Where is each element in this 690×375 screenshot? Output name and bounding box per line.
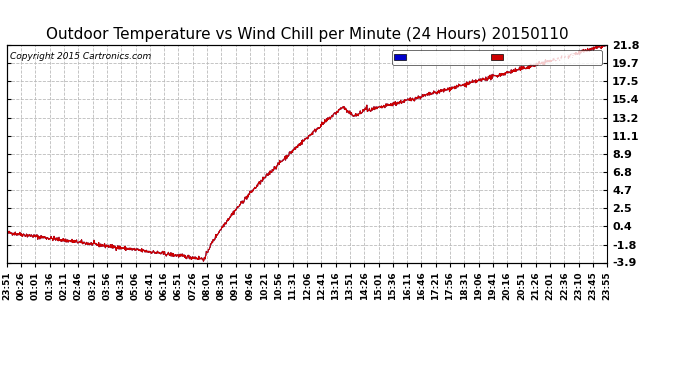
Legend: Wind Chill (°F), Temperature (°F): Wind Chill (°F), Temperature (°F) xyxy=(392,50,602,65)
Text: Copyright 2015 Cartronics.com: Copyright 2015 Cartronics.com xyxy=(10,51,151,60)
Title: Outdoor Temperature vs Wind Chill per Minute (24 Hours) 20150110: Outdoor Temperature vs Wind Chill per Mi… xyxy=(46,27,569,42)
